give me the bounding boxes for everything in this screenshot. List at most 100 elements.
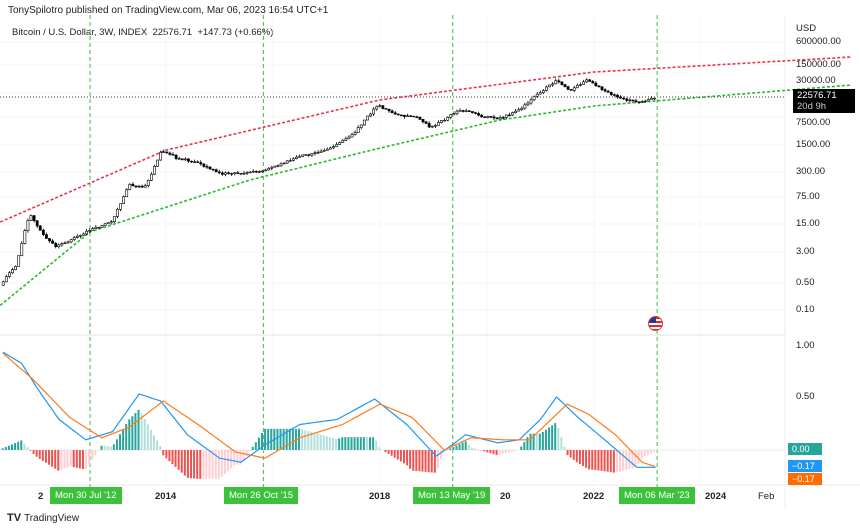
macd-histogram-bar (606, 450, 609, 472)
macd-histogram-bar (520, 446, 523, 450)
candle (202, 163, 206, 167)
macd-histogram-bar (199, 450, 202, 479)
candle (199, 162, 203, 165)
macd-histogram-bar (304, 430, 307, 450)
macd-histogram-bar (236, 450, 239, 465)
time-tick: 20 (500, 491, 511, 502)
macd-histogram-bar (433, 450, 436, 473)
macd-histogram-bar (51, 450, 54, 467)
candle (640, 101, 644, 103)
candle (467, 110, 471, 112)
candle (427, 123, 431, 128)
macd-histogram-bar (205, 450, 208, 479)
candle (17, 255, 21, 267)
price-and-macd-chart[interactable] (0, 15, 860, 515)
price-tick: 30000.00 (796, 75, 836, 86)
macd-histogram-bar (66, 450, 69, 468)
macd-histogram-bar (365, 437, 368, 450)
candle (591, 81, 595, 84)
macd-zero-tag: 0.00 (788, 443, 822, 455)
candle (227, 172, 230, 174)
macd-histogram-bar (202, 450, 205, 479)
macd-histogram-bar (498, 450, 501, 455)
candle (332, 146, 335, 149)
macd-histogram-bar (350, 437, 353, 450)
us-flag-event-icon[interactable] (648, 316, 663, 331)
candle (359, 124, 363, 128)
candle (483, 116, 487, 118)
macd-histogram-bar (264, 428, 267, 450)
publisher-line: TonySpilotro published on TradingView.co… (8, 5, 329, 16)
candle (288, 160, 292, 162)
candle (418, 116, 422, 120)
macd-histogram-bar (91, 450, 94, 460)
macd-histogram-bar (288, 428, 291, 450)
macd-histogram-bar (143, 418, 146, 450)
candle (316, 151, 320, 154)
candle (51, 240, 55, 244)
macd-histogram-bar (585, 450, 588, 468)
macd-histogram-bar (328, 437, 331, 450)
candle (477, 113, 480, 116)
candle (119, 203, 122, 210)
candle (634, 100, 638, 103)
candle (319, 150, 323, 153)
candle (20, 243, 24, 256)
macd-histogram-bar (35, 450, 38, 457)
candle (285, 160, 289, 164)
candle (26, 220, 30, 231)
candle (612, 94, 616, 96)
candle (455, 110, 459, 114)
macd-histogram-bar (575, 450, 578, 463)
candle (100, 225, 104, 228)
candle (79, 235, 82, 237)
candle (32, 215, 36, 222)
candle (372, 108, 376, 115)
candle (511, 112, 514, 116)
candle (609, 92, 613, 95)
candle (94, 226, 98, 229)
candle (637, 101, 641, 103)
candle (603, 89, 607, 92)
macd-histogram-bar (594, 450, 597, 471)
macd-histogram-bar (551, 425, 554, 450)
price-tick: 0.10 (796, 304, 815, 315)
candle (224, 172, 227, 175)
macd-histogram-bar (625, 450, 628, 470)
candle (440, 120, 443, 123)
macd-histogram-bar (449, 448, 452, 450)
macd-histogram-bar (359, 437, 362, 450)
candle (480, 114, 484, 118)
candle (381, 105, 385, 109)
tradingview-logo-icon: TV (7, 512, 22, 524)
candle (63, 242, 67, 245)
candle (548, 84, 551, 88)
macd-histogram-bar (331, 438, 334, 450)
macd-histogram-bar (4, 447, 7, 450)
bar-countdown: 20d 9h (797, 101, 827, 112)
macd-histogram-bar (578, 450, 581, 465)
candle (517, 109, 521, 112)
candle (131, 184, 135, 187)
macd-histogram-bar (38, 450, 41, 459)
macd-histogram-bar (10, 444, 13, 450)
macd-histogram-bar (631, 450, 634, 469)
candle (282, 162, 286, 165)
macd-histogram-bar (523, 441, 526, 450)
candle (258, 171, 261, 173)
candle (495, 117, 499, 120)
macd-histogram-bar (20, 440, 23, 450)
candle (75, 235, 79, 238)
candle (82, 233, 85, 236)
date-marker-label: Mon 06 Mar '23 (619, 487, 695, 504)
candle (174, 154, 178, 159)
macd-histogram-bar (572, 450, 575, 460)
macd-histogram-bar (162, 450, 165, 456)
candle (54, 243, 58, 247)
macd-histogram-bar (486, 450, 489, 453)
macd-histogram-bar (41, 450, 44, 461)
macd-histogram-bar (344, 437, 347, 450)
macd-histogram-bar (190, 450, 193, 479)
macd-histogram-bar (307, 431, 310, 450)
candle (165, 151, 169, 154)
